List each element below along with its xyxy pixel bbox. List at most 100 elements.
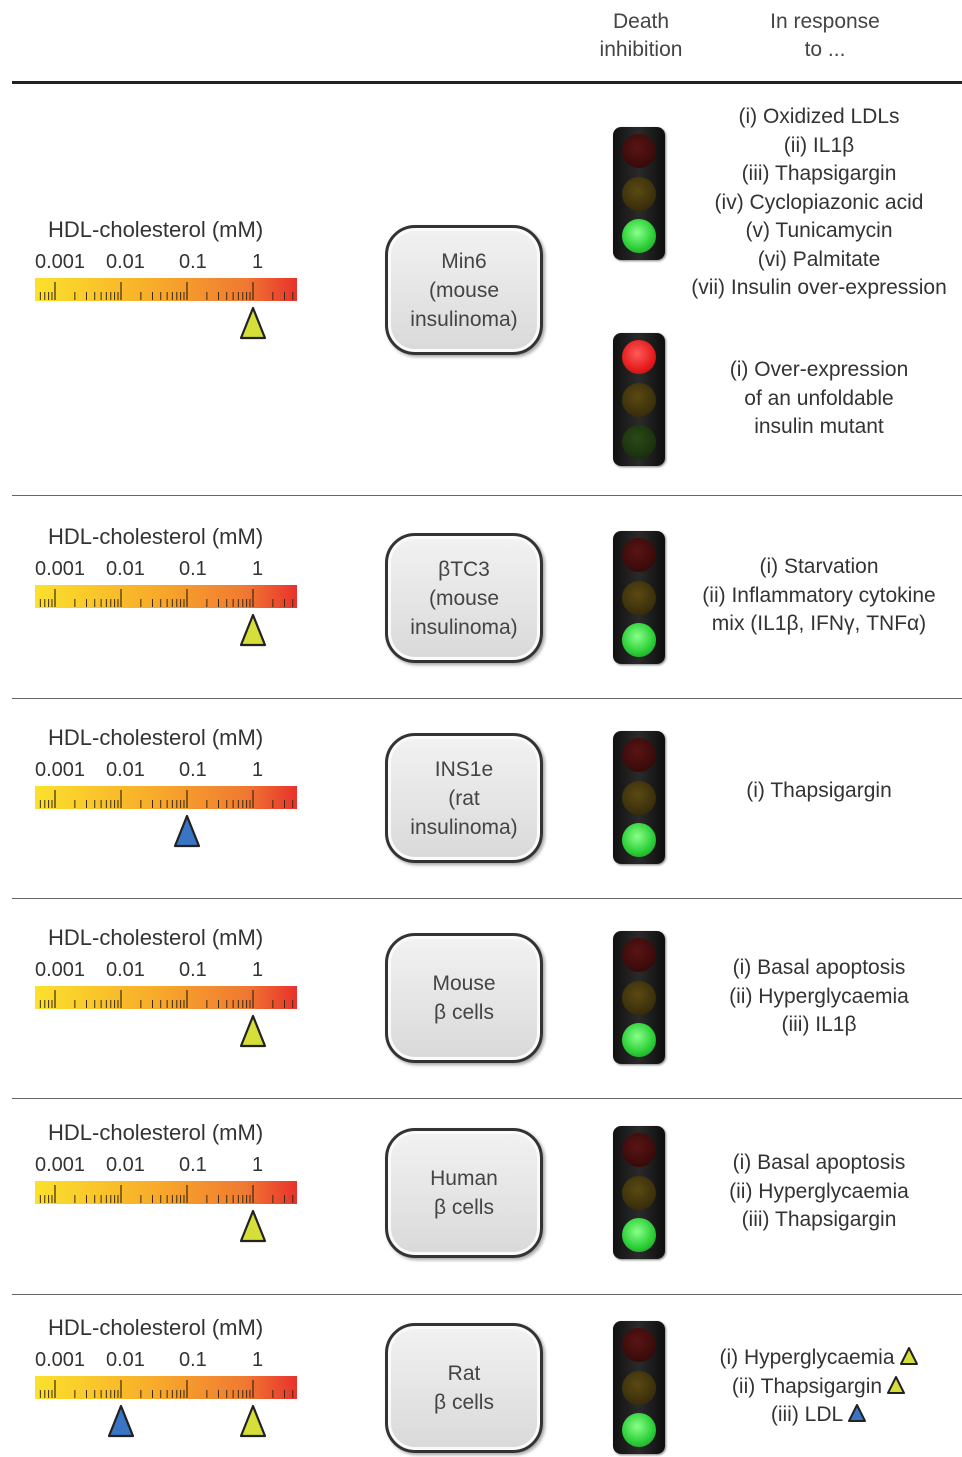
response-text: (iv) Cyclopiazonic acid	[714, 190, 924, 214]
response-item: (vii) Insulin over-expression	[672, 274, 962, 303]
cell-line-label: Mouse	[432, 972, 496, 995]
red-lamp	[622, 134, 656, 168]
response-item: (i) Basal apoptosis	[672, 1149, 962, 1178]
cell-line-label: insulinoma)	[410, 307, 518, 331]
cell-line-label: β cells	[434, 1196, 494, 1219]
response-text: (ii) Inflammatory cytokine	[702, 583, 936, 607]
response-list: (i) Hyperglycaemia (ii) Thapsigargin (iii)…	[672, 1344, 962, 1430]
hdl-scale-title: HDL-cholesterol (mM)	[48, 925, 264, 950]
hdl-tick-label: 1	[252, 759, 264, 781]
response-text: of an unfoldable	[744, 386, 894, 410]
response-text: mix (IL1β, IFNγ, TNFα)	[711, 612, 927, 635]
cell-line-label: Human	[430, 1167, 498, 1190]
response-item: (ii) Inflammatory cytokine	[672, 582, 962, 611]
hdl-scale: HDL-cholesterol (mM) 0.001 0.01 0.1 1	[30, 524, 305, 654]
hdl-scale: HDL-cholesterol (mM) 0.001 0.01 0.1 1	[30, 217, 305, 347]
response-text: (i) Basal apoptosis	[732, 956, 906, 979]
hdl-tick-label: 0.001	[35, 759, 86, 781]
response-item: (iii) Thapsigargin	[672, 160, 962, 189]
hdl-marker-blue	[173, 814, 201, 848]
hdl-gradient-bar	[35, 986, 297, 1048]
green-lamp	[622, 1023, 656, 1057]
response-text: (iii) IL1β	[781, 1013, 857, 1036]
response-text: (iii) LDL	[770, 1403, 844, 1426]
red-lamp	[622, 538, 656, 572]
response-item: mix (IL1β, IFNγ, TNFα)	[672, 610, 962, 639]
green-lamp	[622, 1218, 656, 1252]
cell-line-box: Human β cells	[385, 1128, 543, 1258]
hdl-tick-label: 0.01	[106, 251, 145, 273]
hdl-tick-label: 0.1	[179, 759, 207, 781]
hdl-marker-yellow	[239, 1014, 267, 1048]
response-marker-yellow	[899, 1347, 918, 1365]
response-text: (ii) IL1β	[783, 133, 855, 157]
hdl-tick-label: 1	[252, 959, 264, 981]
response-item: (i) Oxidized LDLs	[672, 103, 962, 132]
hdl-tick-label: 0.01	[106, 959, 145, 981]
hdl-marker-blue	[107, 1404, 135, 1438]
hdl-scale: HDL-cholesterol (mM) 0.001 0.01 0.1 1	[30, 1315, 305, 1445]
response-text: (i) Oxidized LDLs	[738, 105, 900, 128]
red-lamp	[622, 1133, 656, 1167]
header-death-line2: inhibition	[599, 38, 683, 61]
response-list: (i) Oxidized LDLs (ii) IL1β (iii) Thapsiga…	[672, 103, 962, 303]
traffic-light-green	[613, 1126, 665, 1259]
hdl-tick-label: 1	[252, 558, 264, 580]
response-marker-yellow	[887, 1375, 906, 1394]
amber-lamp	[622, 981, 656, 1015]
green-lamp	[622, 1413, 656, 1447]
response-text: (ii) Hyperglycaemia	[729, 1179, 909, 1203]
red-lamp	[622, 738, 656, 772]
row-separator	[12, 1294, 962, 1295]
cell-line-label: insulinoma)	[410, 815, 518, 839]
hdl-tick-label: 0.001	[35, 1349, 86, 1371]
response-text: (vii) Insulin over-expression	[691, 276, 947, 299]
response-item: (ii) IL1β	[672, 132, 962, 161]
response-marker-blue	[848, 1404, 867, 1422]
traffic-light-green	[613, 1321, 665, 1454]
traffic-light-green	[613, 531, 665, 664]
green-lamp	[622, 425, 656, 459]
amber-lamp	[622, 177, 656, 211]
red-lamp	[622, 340, 656, 374]
hdl-marker-yellow	[239, 1404, 267, 1438]
response-list: (i) Basal apoptosis (ii) Hyperglycaemia (i…	[672, 1149, 962, 1235]
response-text: (ii) Thapsigargin	[731, 1374, 883, 1398]
response-item: (i) Over-expression	[672, 356, 962, 385]
response-list: (i) Thapsigargin	[672, 777, 962, 806]
hdl-scale-title: HDL-cholesterol (mM)	[48, 524, 264, 549]
response-item: (i) Basal apoptosis	[672, 954, 962, 983]
response-text: (i) Basal apoptosis	[732, 1151, 906, 1174]
hdl-tick-label: 0.1	[179, 1154, 207, 1176]
hdl-tick-label: 1	[252, 1154, 264, 1176]
hdl-marker-yellow	[239, 1209, 267, 1243]
response-text: (vi) Palmitate	[757, 247, 881, 271]
hdl-gradient-bar	[35, 585, 297, 647]
hdl-scale-title: HDL-cholesterol (mM)	[48, 217, 264, 242]
response-text: (ii) Hyperglycaemia	[729, 984, 909, 1008]
response-text: (iii) Thapsigargin	[741, 1208, 897, 1231]
red-lamp	[622, 1328, 656, 1362]
cell-line-label: β cells	[434, 1001, 494, 1024]
hdl-scale: HDL-cholesterol (mM) 0.001 0.01 0.1 1	[30, 725, 305, 855]
response-item: (iii) IL1β	[672, 1011, 962, 1040]
traffic-light-green	[613, 731, 665, 864]
hdl-scale: HDL-cholesterol (mM) 0.001 0.01 0.1 1	[30, 925, 305, 1055]
response-item: (i) Thapsigargin	[672, 777, 962, 806]
cell-line-label: (rat	[448, 786, 480, 810]
response-text: (i) Over-expression	[729, 358, 909, 381]
amber-lamp	[622, 383, 656, 417]
response-item: (ii) Hyperglycaemia	[672, 1178, 962, 1207]
response-text: (i) Hyperglycaemia	[719, 1346, 895, 1369]
response-text: (i) Starvation	[759, 555, 879, 578]
cell-line-label: (mouse	[428, 586, 499, 610]
green-lamp	[622, 219, 656, 253]
response-item: (i) Starvation	[672, 553, 962, 582]
hdl-tick-label: 0.001	[35, 959, 86, 981]
response-item: (vi) Palmitate	[672, 246, 962, 275]
row-separator	[12, 495, 962, 496]
response-item: of an unfoldable	[672, 385, 962, 414]
cell-line-label: INS1e	[434, 757, 494, 781]
response-list: (i) Over-expression of an unfoldable insul…	[672, 356, 962, 442]
header-rule	[12, 81, 962, 84]
